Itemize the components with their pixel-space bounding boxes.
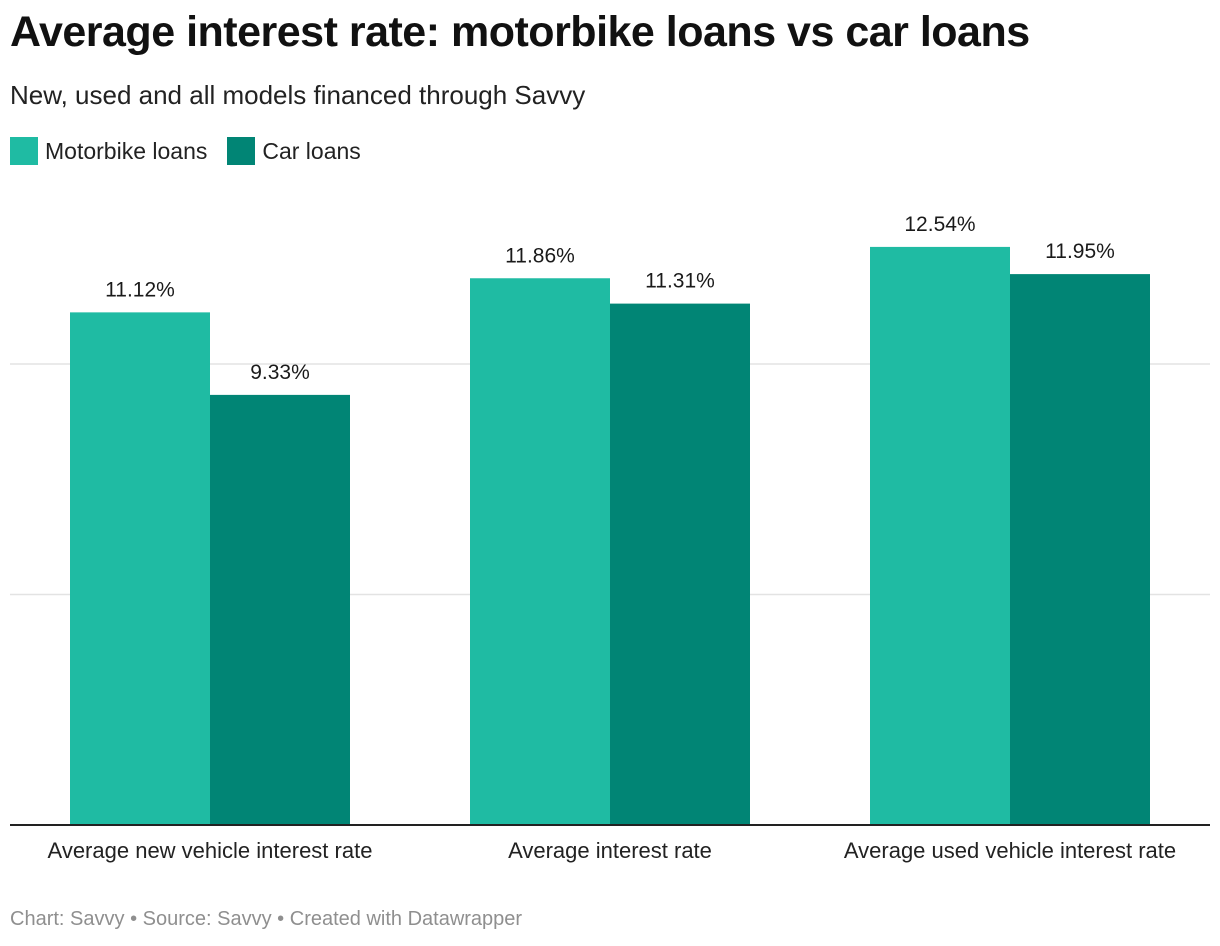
footer-separator-1: • [130,908,138,930]
footer-chart-value: Savvy [70,908,125,930]
category-label: Average used vehicle interest rate [844,838,1176,863]
bar [610,303,750,825]
bar [70,312,210,825]
category-label: Average interest rate [508,838,712,863]
category-label: Average new vehicle interest rate [48,838,373,863]
bar [470,278,610,825]
legend-item-motorbike: Motorbike loans [10,137,207,165]
data-label: 11.86% [505,244,575,267]
footer-source-label: Source: [142,908,212,930]
bar [1010,274,1150,826]
data-label: 9.33% [250,361,310,384]
legend-item-car: Car loans [227,137,361,165]
footer: Chart: Savvy • Source: Savvy • Created w… [10,908,522,931]
legend-label-car: Car loans [262,137,361,164]
chart-title: Average interest rate: motorbike loans v… [10,8,1030,56]
bar [210,394,350,825]
footer-separator-2: • [277,908,285,930]
data-label: 11.12% [105,278,175,301]
legend-swatch-motorbike [10,137,38,165]
data-label: 12.54% [904,213,975,236]
data-label: 11.31% [645,270,715,293]
footer-created: Created with Datawrapper [289,908,523,930]
chart-subtitle: New, used and all models financed throug… [10,80,586,110]
footer-chart-label: Chart: [10,908,65,930]
footer-source-value: Savvy [217,908,272,930]
legend-swatch-car [227,137,256,165]
data-label: 11.95% [1045,240,1115,263]
legend-label-motorbike: Motorbike loans [45,137,208,164]
bar [870,246,1010,825]
legend: Motorbike loans Car loans [10,136,381,166]
